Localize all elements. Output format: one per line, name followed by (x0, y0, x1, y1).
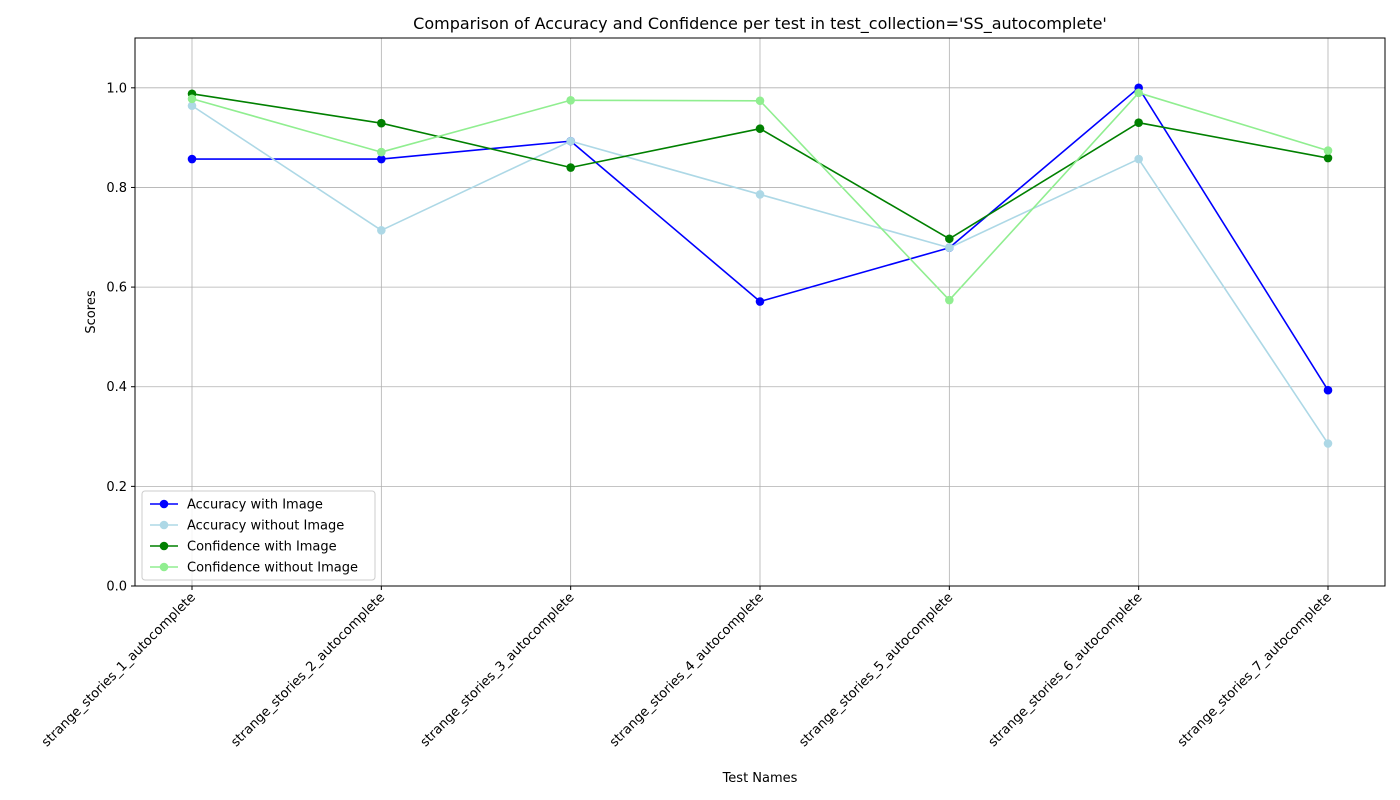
legend-swatch-marker (159, 499, 169, 509)
data-point (377, 225, 386, 235)
data-point (945, 295, 954, 305)
legend-item: Accuracy without Image (150, 519, 344, 534)
data-point (1323, 439, 1333, 448)
data-point (945, 243, 954, 253)
legend-item: Accuracy with Image (150, 498, 323, 513)
data-point (1134, 154, 1143, 164)
data-point (945, 234, 954, 244)
data-point (1323, 153, 1333, 163)
data-point (187, 94, 197, 104)
data-point (377, 118, 386, 128)
data-point (1134, 118, 1143, 127)
data-point (755, 190, 765, 199)
series-lines (187, 83, 1333, 448)
y-tick-label: 0.0 (106, 580, 127, 595)
x-axis-label: Test Names (722, 771, 798, 786)
data-point (566, 95, 575, 105)
data-point (1323, 146, 1333, 155)
legend-label: Accuracy without Image (187, 519, 344, 534)
data-point (566, 163, 575, 172)
data-point (187, 101, 197, 111)
data-point (187, 154, 197, 164)
legend-item: Confidence without Image (150, 561, 358, 576)
data-point (377, 147, 386, 157)
legend-box (141, 490, 376, 581)
data-point (755, 297, 765, 306)
y-tick-label: 1.0 (106, 81, 127, 96)
data-point (1134, 88, 1143, 98)
y-tick-label: 0.6 (106, 281, 127, 296)
data-point (566, 136, 575, 146)
y-tick-label: 0.2 (106, 480, 127, 495)
data-point (755, 124, 765, 133)
y-tick-label: 0.4 (106, 380, 127, 395)
data-point (755, 96, 765, 106)
grid-lines (135, 38, 1385, 587)
legend: Accuracy with Image Accuracy without Imag… (141, 490, 376, 581)
legend-swatch-marker (159, 562, 169, 572)
y-axis-label: Scores (84, 290, 99, 333)
legend-item: Confidence with Image (150, 540, 337, 555)
series-accuracy-without-image (187, 101, 1333, 448)
legend-label: Confidence with Image (187, 540, 337, 555)
data-point (377, 154, 386, 164)
legend-swatch-marker (159, 541, 169, 551)
series-confidence-without-image (187, 88, 1333, 305)
legend-label: Confidence without Image (187, 561, 358, 576)
legend-label: Accuracy with Image (187, 498, 323, 513)
y-tick-label: 0.8 (106, 181, 127, 196)
data-point (1323, 385, 1333, 395)
legend-swatch-marker (159, 520, 169, 530)
chart-title: Comparison of Accuracy and Confidence pe… (413, 14, 1107, 34)
